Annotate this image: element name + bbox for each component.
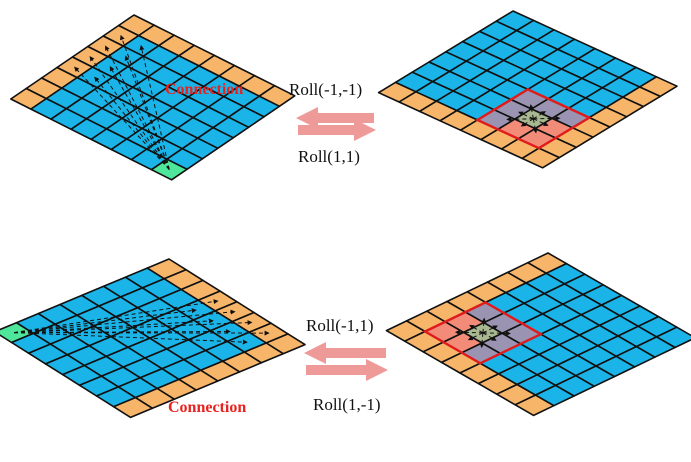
connection-arrow: [119, 34, 170, 170]
connection-arrow: [109, 66, 170, 170]
connection-arrow: [124, 55, 170, 170]
connection-arrow: [532, 118, 538, 134]
connection-arrow: [482, 325, 498, 334]
connection-arrow: [13, 299, 219, 334]
arrow-left-icon: [296, 107, 374, 129]
connection-arrow: [529, 104, 534, 119]
roll-label-bottom-right: Roll(1,-1): [313, 395, 381, 414]
connection-arrow: [467, 332, 484, 341]
connection-label-top: Connection: [165, 81, 243, 98]
arrow-left-icon: [304, 342, 386, 364]
connection-arrow: [479, 332, 485, 349]
window-outline: [474, 88, 592, 150]
connection-arrow: [481, 317, 487, 333]
window-outline: [422, 301, 544, 365]
connection-arrow: [482, 330, 511, 336]
grid-cell: [112, 396, 154, 419]
shifted-window-top: [474, 88, 592, 150]
connection-arrow: [533, 118, 549, 126]
connection-arrow: [533, 115, 561, 121]
arrow-right-icon: [298, 119, 376, 141]
grid-bottom-left: [0, 258, 306, 419]
connection-arrow: [506, 116, 534, 122]
connection-lines-top: [74, 34, 170, 170]
connection-lines-bottom: [13, 299, 270, 345]
connection-arrow: [94, 76, 170, 170]
connection-arrow: [520, 118, 534, 127]
connection-arrow: [13, 309, 236, 334]
connection-arrow: [13, 318, 214, 334]
connection-arrow: [13, 320, 253, 334]
connection-arrow: [533, 111, 546, 120]
connection-arrow: [482, 332, 497, 341]
grid-cell: [521, 147, 561, 169]
connection-arrow: [74, 66, 170, 170]
roll-arrows-bottom: [304, 342, 388, 381]
connection-arrow: [13, 308, 197, 334]
arrow-right-icon: [306, 359, 388, 381]
shifted-window-bottom: [422, 301, 544, 365]
connection-arrow: [139, 44, 170, 170]
connection-arrow: [89, 55, 170, 170]
connection-arrow: [518, 111, 534, 120]
grid-top-left: [10, 14, 296, 181]
connection-arrow: [13, 332, 248, 345]
connection-arrow: [469, 324, 484, 334]
roll-arrows-top: [296, 107, 376, 141]
grid-cell: [514, 394, 555, 417]
roll-label-top-right: Roll(1,1): [298, 147, 360, 166]
connection-arrow: [454, 329, 483, 335]
connection-arrow: [105, 45, 170, 170]
connection-arrow: [13, 329, 231, 335]
connection-label-bottom: Connection: [168, 399, 246, 416]
roll-label-top-left: Roll(-1,-1): [289, 80, 362, 99]
roll-label-bottom-left: Roll(-1,1): [306, 316, 374, 335]
